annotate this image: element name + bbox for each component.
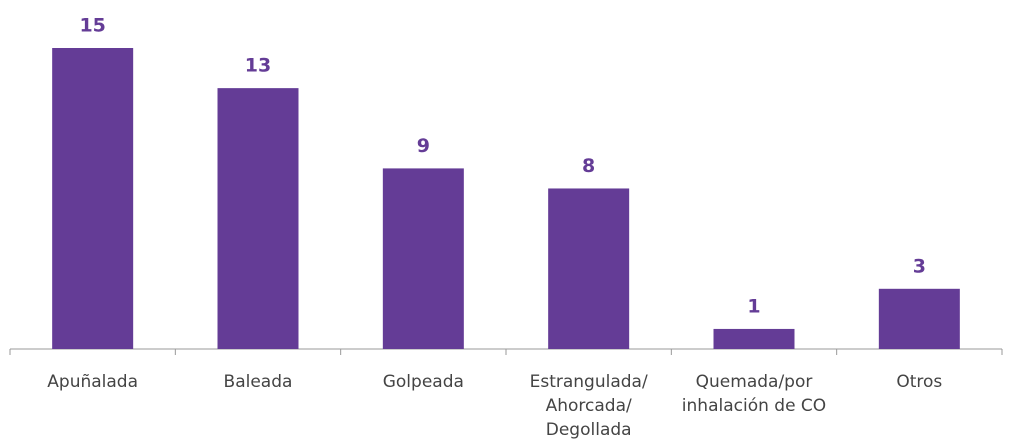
value-label: 15 <box>79 15 105 37</box>
x-tick-label-line: Estrangulada/ <box>530 372 648 392</box>
bar <box>217 88 299 349</box>
x-tick-label: Otros <box>896 372 942 392</box>
bar <box>382 168 464 349</box>
value-label: 1 <box>747 295 760 317</box>
x-tick-label-line: Ahorcada/ <box>546 396 632 416</box>
bar <box>878 288 960 349</box>
x-tick-label-line: Degollada <box>546 420 632 440</box>
x-tick-label-line: Golpeada <box>383 372 464 392</box>
x-tick-label-line: Otros <box>896 372 942 392</box>
value-label: 3 <box>913 255 926 277</box>
x-tick-label-line: Baleada <box>224 372 293 392</box>
x-tick-label: Apuñalada <box>47 372 138 392</box>
value-label: 9 <box>417 135 430 157</box>
x-tick-label: Baleada <box>224 372 293 392</box>
x-tick-label-line: Quemada/por <box>696 372 813 392</box>
x-tick-label-line: inhalación de CO <box>682 396 826 416</box>
value-label: 8 <box>582 155 595 177</box>
x-tick-label-line: Apuñalada <box>47 372 138 392</box>
x-tick-label: Golpeada <box>383 372 464 392</box>
bar <box>548 188 630 349</box>
bar <box>52 48 134 349</box>
bar <box>713 328 795 349</box>
x-tick-label: Estrangulada/Ahorcada/Degollada <box>530 372 648 440</box>
x-tick-label: Quemada/por inhalación de CO <box>682 372 826 416</box>
value-label: 13 <box>245 55 271 77</box>
